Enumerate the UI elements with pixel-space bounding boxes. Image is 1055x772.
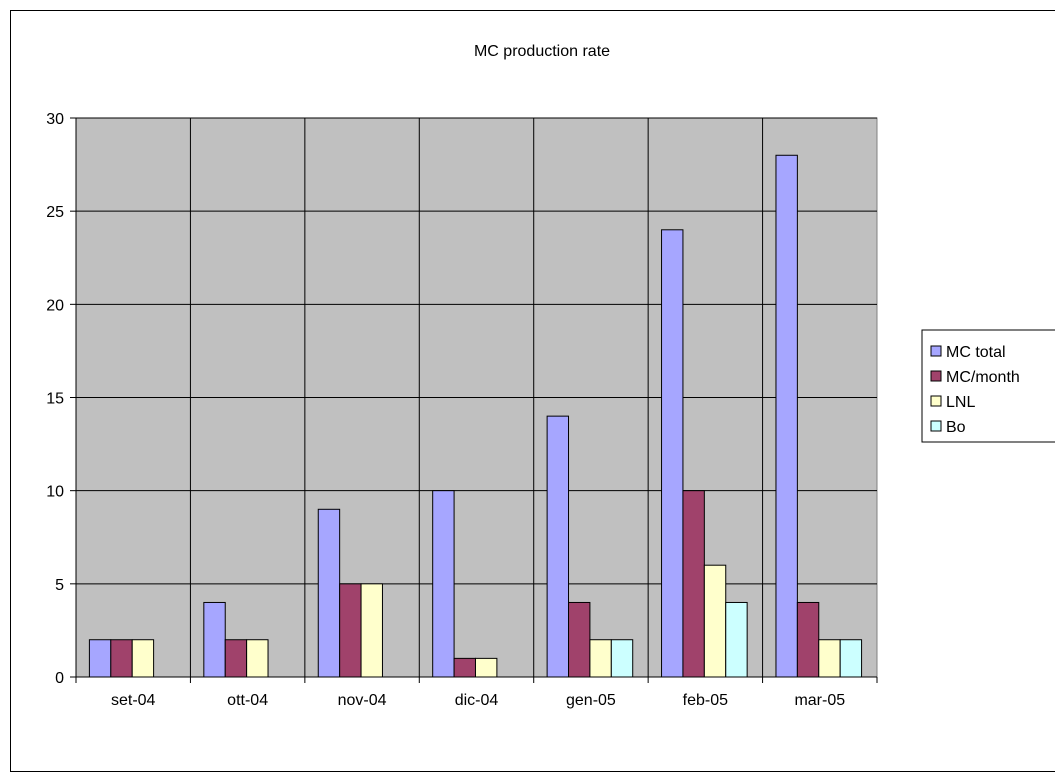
legend-label: LNL — [946, 394, 975, 411]
bar — [725, 601, 748, 678]
bar — [818, 639, 841, 678]
y-tick-label: 30 — [46, 111, 64, 128]
x-tick-label: mar-05 — [794, 692, 845, 709]
bar — [546, 415, 570, 678]
bar — [703, 564, 727, 678]
bar — [453, 657, 476, 678]
x-tick-label: set-04 — [111, 692, 156, 709]
bar — [839, 639, 863, 678]
bar — [246, 639, 269, 678]
chart-canvas: MC production rate 0 5 10 15 20 25 30 set-04 ott… — [46, 43, 1055, 709]
bar — [589, 639, 612, 678]
bar — [775, 154, 798, 678]
bar — [796, 601, 820, 678]
legend-swatch — [930, 345, 942, 357]
legend-swatch — [930, 370, 942, 382]
legend-label: MC total — [946, 344, 1006, 361]
legend-label: Bo — [946, 419, 966, 436]
bar — [224, 639, 248, 678]
bar — [203, 601, 226, 678]
y-tick-label: 10 — [46, 484, 64, 501]
y-tick-label: 0 — [55, 670, 64, 687]
bar — [682, 490, 705, 678]
bar — [360, 583, 383, 678]
legend-swatch — [930, 395, 942, 407]
bar — [88, 639, 112, 678]
bar — [317, 508, 341, 678]
bar — [568, 601, 591, 678]
y-tick-label: 20 — [46, 297, 64, 314]
bar — [432, 490, 455, 678]
y-tick-label: 5 — [55, 577, 64, 594]
bar — [131, 639, 155, 678]
bar — [610, 639, 634, 678]
bar — [339, 583, 362, 678]
legend-box — [921, 329, 1055, 443]
bar — [661, 229, 684, 678]
x-tick-label: gen-05 — [566, 692, 616, 709]
legend-label: MC/month — [946, 369, 1020, 386]
y-tick-label: 15 — [46, 391, 64, 408]
x-tick-label: dic-04 — [455, 692, 499, 709]
y-tick-label: 25 — [46, 204, 64, 221]
x-tick-label: ott-04 — [227, 692, 268, 709]
legend: MC total MC/month LNL Bo — [921, 329, 1055, 443]
plot-area: 0 5 10 15 20 25 30 set-04 ott-04 nov-04 dic-04 gen-… — [46, 111, 878, 709]
x-tick-label: nov-04 — [338, 692, 387, 709]
x-tick-label: feb-05 — [683, 692, 728, 709]
bar — [110, 639, 133, 678]
legend-swatch — [930, 420, 942, 432]
bar — [474, 657, 498, 678]
chart-title: MC production rate — [474, 43, 610, 60]
